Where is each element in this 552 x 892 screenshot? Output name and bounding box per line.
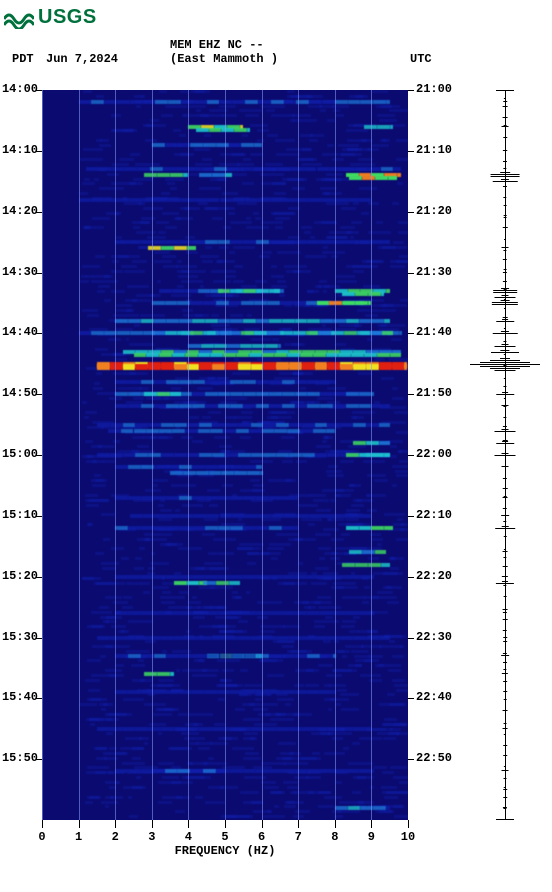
x-tick-label: 7 (295, 830, 302, 844)
station-line1: MEM EHZ NC -- (170, 38, 264, 52)
x-tick-label: 1 (75, 830, 82, 844)
y-tick-right-label: 22:40 (416, 690, 452, 704)
y-tick-left-label: 14:50 (0, 386, 38, 400)
seismogram-panel (470, 90, 540, 820)
y-tick-left-label: 14:20 (0, 204, 38, 218)
y-tick-right-label: 21:20 (416, 204, 452, 218)
x-tick-label: 8 (331, 830, 338, 844)
y-tick-right-label: 21:10 (416, 143, 452, 157)
y-tick-left-label: 15:50 (0, 751, 38, 765)
x-tick-label: 9 (368, 830, 375, 844)
y-tick-left-label: 14:00 (0, 82, 38, 96)
x-axis-title: FREQUENCY (HZ) (42, 844, 408, 858)
date: Jun 7,2024 (46, 52, 118, 66)
x-tick-label: 2 (112, 830, 119, 844)
x-tick-label: 0 (38, 830, 45, 844)
usgs-wave-icon (4, 5, 34, 29)
y-tick-right-label: 21:50 (416, 386, 452, 400)
y-tick-right-label: 22:50 (416, 751, 452, 765)
y-tick-right-label: 22:20 (416, 569, 452, 583)
y-tick-left-label: 14:10 (0, 143, 38, 157)
tz-right: UTC (410, 52, 432, 66)
y-tick-right-label: 21:00 (416, 82, 452, 96)
y-tick-left-label: 15:10 (0, 508, 38, 522)
y-tick-left-label: 14:30 (0, 265, 38, 279)
page-root: USGS MEM EHZ NC -- (East Mammoth ) PDT J… (0, 0, 552, 892)
y-tick-right-label: 22:00 (416, 447, 452, 461)
y-tick-right-label: 21:30 (416, 265, 452, 279)
y-tick-left-label: 15:00 (0, 447, 38, 461)
y-tick-left-label: 15:20 (0, 569, 38, 583)
y-tick-right-label: 22:30 (416, 630, 452, 644)
x-tick-label: 5 (221, 830, 228, 844)
y-tick-left-label: 15:40 (0, 690, 38, 704)
tz-left: PDT (12, 52, 34, 66)
x-tick-label: 6 (258, 830, 265, 844)
x-tick-label: 3 (148, 830, 155, 844)
x-tick-label: 4 (185, 830, 192, 844)
x-tick-label: 10 (401, 830, 415, 844)
usgs-text: USGS (38, 6, 97, 29)
y-tick-left-label: 14:40 (0, 325, 38, 339)
y-tick-right-label: 21:40 (416, 325, 452, 339)
station-line2: (East Mammoth ) (170, 52, 278, 66)
y-tick-right-label: 22:10 (416, 508, 452, 522)
y-tick-left-label: 15:30 (0, 630, 38, 644)
spectrogram (42, 90, 408, 820)
usgs-logo: USGS (4, 4, 97, 30)
